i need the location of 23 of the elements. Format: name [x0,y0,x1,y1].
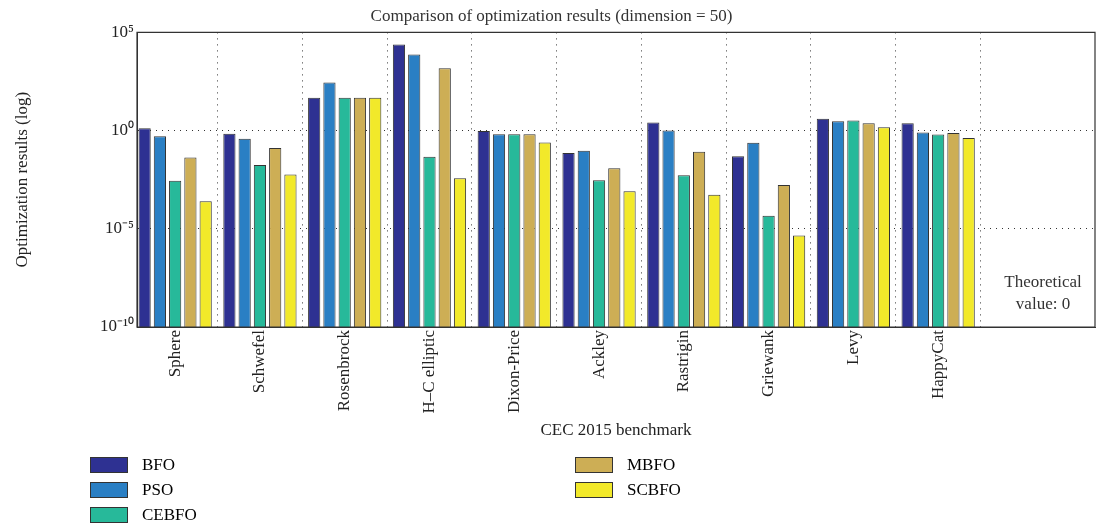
legend-label: MBFO [627,454,676,475]
x-tick-label: Dixon-Price [503,330,523,414]
y-tick-label: 10⁰ [111,120,134,140]
x-tick-label: Levy [842,329,862,365]
x-tick-label: Schwefel [249,329,269,394]
text: Theoretical value: 0 [1004,272,1082,314]
legend-label: SCBFO [627,479,681,500]
legend-label: PSO [142,479,174,500]
x-tick-label: Rosenbrock [334,329,354,412]
x-tick-label: Ackley [588,329,608,380]
legend-label: CEBFO [142,504,197,525]
y-axis-title: Optimization results (log) [11,91,31,268]
x-axis-title: CEC 2015 benchmark [540,420,693,440]
y-tick-label: 10⁻⁵ [105,218,135,238]
x-tick-label: Griewank [758,329,778,398]
x-tick-label: HappyCat [927,329,947,399]
y-tick-label: 10⁻¹⁰ [99,316,134,336]
y-tick-label: 10⁵ [111,21,135,41]
x-tick-label: Sphere [164,330,184,378]
x-tick-label: H–C elliptic [418,329,438,414]
x-tick-label: Rastrigin [673,329,693,393]
legend-label: BFO [142,454,176,475]
chart-title: Comparison of optimization results (dimension = 50) [370,5,733,25]
